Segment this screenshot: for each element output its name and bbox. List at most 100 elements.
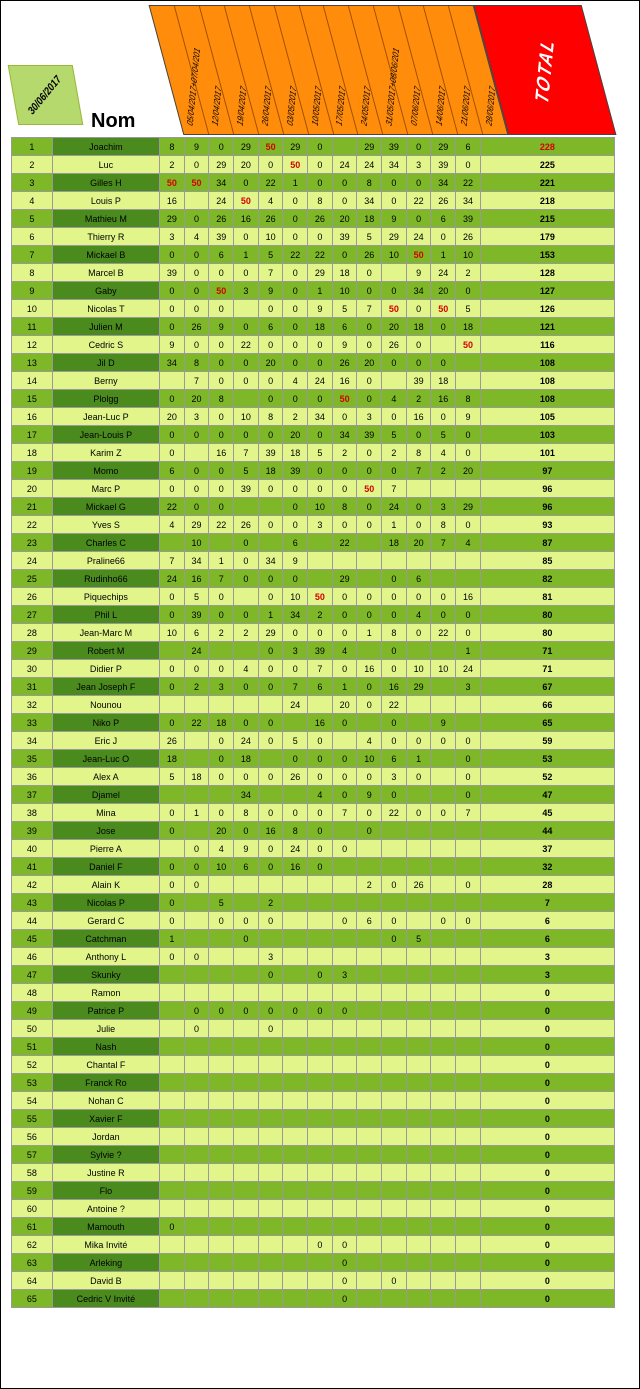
- rank-cell: 19: [12, 462, 53, 480]
- score-cell: 39: [160, 264, 185, 282]
- rank-cell: 52: [12, 1056, 53, 1074]
- score-cell: [258, 1110, 283, 1128]
- score-cell: 0: [209, 1002, 234, 1020]
- score-cell: 0: [382, 714, 407, 732]
- score-cell: 0: [431, 804, 456, 822]
- score-cell: 0: [357, 390, 382, 408]
- score-cell: 0: [332, 786, 357, 804]
- score-cell: 6: [258, 318, 283, 336]
- total-cell: 47: [480, 786, 614, 804]
- score-cell: [184, 1290, 209, 1308]
- score-cell: 34: [332, 426, 357, 444]
- score-cell: [406, 1236, 431, 1254]
- score-cell: [258, 1092, 283, 1110]
- table-row: 46Anthony L0033: [12, 948, 615, 966]
- score-cell: 0: [431, 588, 456, 606]
- score-cell: 3: [308, 516, 333, 534]
- score-cell: [382, 948, 407, 966]
- score-cell: 29: [431, 138, 456, 156]
- rank-cell: 45: [12, 930, 53, 948]
- score-cell: 24: [382, 498, 407, 516]
- score-cell: 0: [308, 462, 333, 480]
- score-cell: 4: [406, 606, 431, 624]
- score-cell: 1: [456, 642, 481, 660]
- score-cell: 0: [160, 660, 185, 678]
- score-cell: 0: [283, 282, 308, 300]
- score-cell: 0: [332, 1290, 357, 1308]
- score-cell: 9: [209, 318, 234, 336]
- score-cell: [308, 912, 333, 930]
- score-cell: 0: [209, 750, 234, 768]
- total-cell: 28: [480, 876, 614, 894]
- score-cell: [209, 930, 234, 948]
- score-cell: [406, 1056, 431, 1074]
- score-cell: 22: [209, 516, 234, 534]
- score-cell: [357, 1200, 382, 1218]
- score-cell: 9: [258, 282, 283, 300]
- score-cell: 0: [357, 444, 382, 462]
- score-cell: [406, 840, 431, 858]
- score-cell: 18: [283, 444, 308, 462]
- score-cell: [209, 642, 234, 660]
- score-cell: [234, 1290, 259, 1308]
- score-cell: 2: [382, 444, 407, 462]
- score-cell: 0: [308, 804, 333, 822]
- score-cell: [456, 930, 481, 948]
- score-cell: 6: [283, 534, 308, 552]
- name-cell: Jean-Luc P: [52, 408, 159, 426]
- score-cell: [456, 1074, 481, 1092]
- score-cell: [406, 1074, 431, 1092]
- score-cell: 0: [160, 876, 185, 894]
- score-cell: 0: [357, 804, 382, 822]
- score-cell: 0: [160, 300, 185, 318]
- score-cell: 3: [209, 678, 234, 696]
- score-cell: 0: [234, 570, 259, 588]
- score-cell: [382, 1200, 407, 1218]
- score-cell: [283, 948, 308, 966]
- score-cell: 5: [357, 228, 382, 246]
- name-cell: Gerard C: [52, 912, 159, 930]
- table-row: 32Nounou242002266: [12, 696, 615, 714]
- score-cell: 4: [332, 642, 357, 660]
- rank-cell: 24: [12, 552, 53, 570]
- score-cell: 24: [406, 228, 431, 246]
- score-cell: [431, 966, 456, 984]
- rank-cell: 46: [12, 948, 53, 966]
- score-cell: 7: [283, 678, 308, 696]
- score-cell: 0: [406, 336, 431, 354]
- score-cell: 10: [406, 660, 431, 678]
- score-cell: 0: [258, 156, 283, 174]
- total-cell: 225: [480, 156, 614, 174]
- score-cell: [283, 930, 308, 948]
- score-cell: 8: [258, 408, 283, 426]
- score-cell: [406, 1182, 431, 1200]
- total-cell: 0: [480, 1182, 614, 1200]
- score-cell: [234, 390, 259, 408]
- score-cell: 0: [406, 768, 431, 786]
- score-cell: 0: [160, 948, 185, 966]
- score-cell: 0: [258, 660, 283, 678]
- score-cell: [160, 1272, 185, 1290]
- name-cell: Patrice P: [52, 1002, 159, 1020]
- score-cell: [184, 750, 209, 768]
- table-row: 58Justine R0: [12, 1164, 615, 1182]
- score-cell: [258, 1146, 283, 1164]
- score-cell: [357, 570, 382, 588]
- score-cell: [357, 1290, 382, 1308]
- score-cell: [184, 1182, 209, 1200]
- score-cell: [456, 858, 481, 876]
- total-cell: 228: [480, 138, 614, 156]
- name-cell: Nicolas P: [52, 894, 159, 912]
- score-cell: 5: [160, 768, 185, 786]
- score-cell: 20: [357, 354, 382, 372]
- score-cell: 0: [382, 786, 407, 804]
- score-cell: 0: [431, 408, 456, 426]
- score-cell: 0: [456, 282, 481, 300]
- name-cell: Marc P: [52, 480, 159, 498]
- name-cell: Justine R: [52, 1164, 159, 1182]
- score-cell: [258, 984, 283, 1002]
- score-cell: 26: [382, 336, 407, 354]
- score-cell: 0: [332, 606, 357, 624]
- score-cell: [456, 714, 481, 732]
- total-cell: 6: [480, 912, 614, 930]
